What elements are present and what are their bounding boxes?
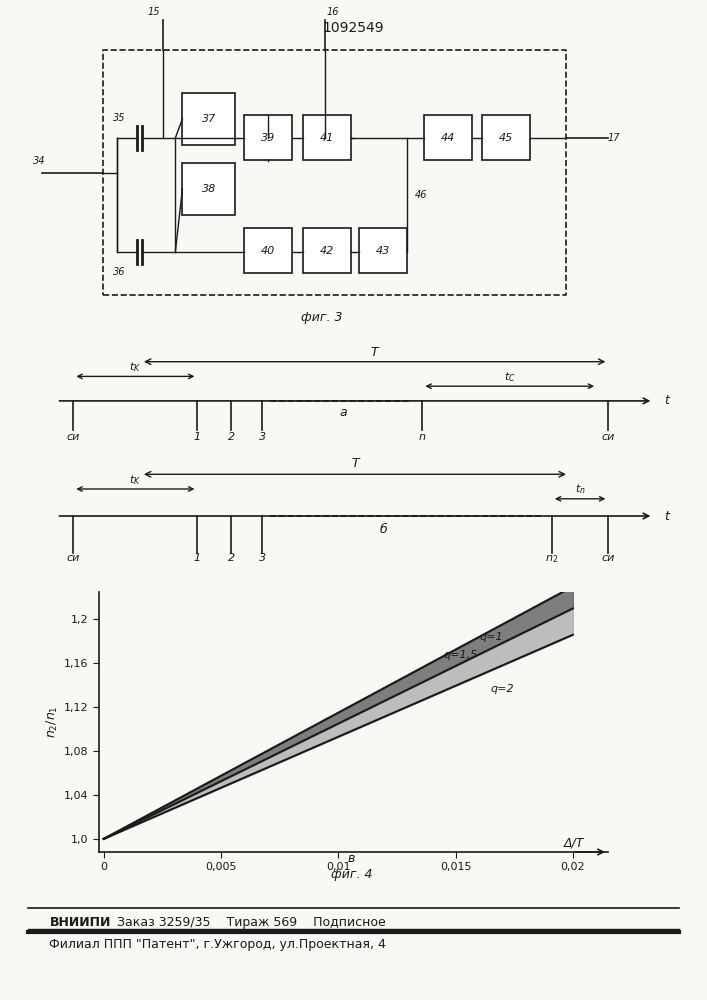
Text: 40: 40 <box>261 245 275 255</box>
Text: $t_C$: $t_C$ <box>504 370 515 384</box>
Text: 2: 2 <box>228 553 235 563</box>
Text: 17: 17 <box>607 133 620 143</box>
Text: Филиал ППП "Патент", г.Ужгород, ул.Проектная, 4: Филиал ППП "Патент", г.Ужгород, ул.Проек… <box>49 938 386 951</box>
Text: 37: 37 <box>201 114 216 124</box>
Text: си: си <box>602 553 615 563</box>
Text: $t_K$: $t_K$ <box>129 360 141 374</box>
Y-axis label: $n_2/n_1$: $n_2/n_1$ <box>45 706 60 738</box>
Text: 1092549: 1092549 <box>322 21 385 35</box>
Text: 15: 15 <box>148 7 160 17</box>
Text: 3: 3 <box>259 553 266 563</box>
Text: 1: 1 <box>194 553 201 563</box>
Text: t: t <box>665 510 670 522</box>
Text: q=1: q=1 <box>479 632 503 642</box>
Text: 3: 3 <box>259 432 266 442</box>
Text: 38: 38 <box>201 184 216 194</box>
Text: $n_2$: $n_2$ <box>545 553 559 565</box>
Text: n: n <box>419 432 426 442</box>
Text: 45: 45 <box>499 133 513 143</box>
Text: 2: 2 <box>228 432 235 442</box>
Text: 34: 34 <box>33 156 45 166</box>
Text: q=1,5: q=1,5 <box>444 650 478 660</box>
Text: t: t <box>665 394 670 407</box>
Text: 36: 36 <box>112 267 125 277</box>
Text: 41: 41 <box>320 133 334 143</box>
Text: q=2: q=2 <box>491 684 515 694</box>
Text: б: б <box>379 523 387 536</box>
Text: 46: 46 <box>415 190 428 200</box>
Text: 16: 16 <box>326 7 339 17</box>
Text: a: a <box>340 406 348 419</box>
Text: 44: 44 <box>441 133 455 143</box>
Text: Δ/T: Δ/T <box>564 837 585 850</box>
Text: си: си <box>66 553 80 563</box>
Text: 39: 39 <box>261 133 275 143</box>
Text: 1: 1 <box>194 432 201 442</box>
Text: фиг. 3: фиг. 3 <box>301 310 342 324</box>
Text: в: в <box>348 852 355 865</box>
Text: T: T <box>371 346 378 359</box>
Text: 42: 42 <box>320 245 334 255</box>
Text: 43: 43 <box>376 245 390 255</box>
Text: $t_n$: $t_n$ <box>575 483 585 496</box>
Text: T: T <box>351 457 358 470</box>
Text: Заказ 3259/35    Тираж 569    Подписное: Заказ 3259/35 Тираж 569 Подписное <box>117 916 385 929</box>
Text: ВНИИПИ: ВНИИПИ <box>49 916 111 929</box>
Text: $t_K$: $t_K$ <box>129 473 141 487</box>
Text: си: си <box>602 432 615 442</box>
Text: фиг. 4: фиг. 4 <box>331 868 372 881</box>
Text: си: си <box>66 432 80 442</box>
Text: 35: 35 <box>112 113 125 123</box>
